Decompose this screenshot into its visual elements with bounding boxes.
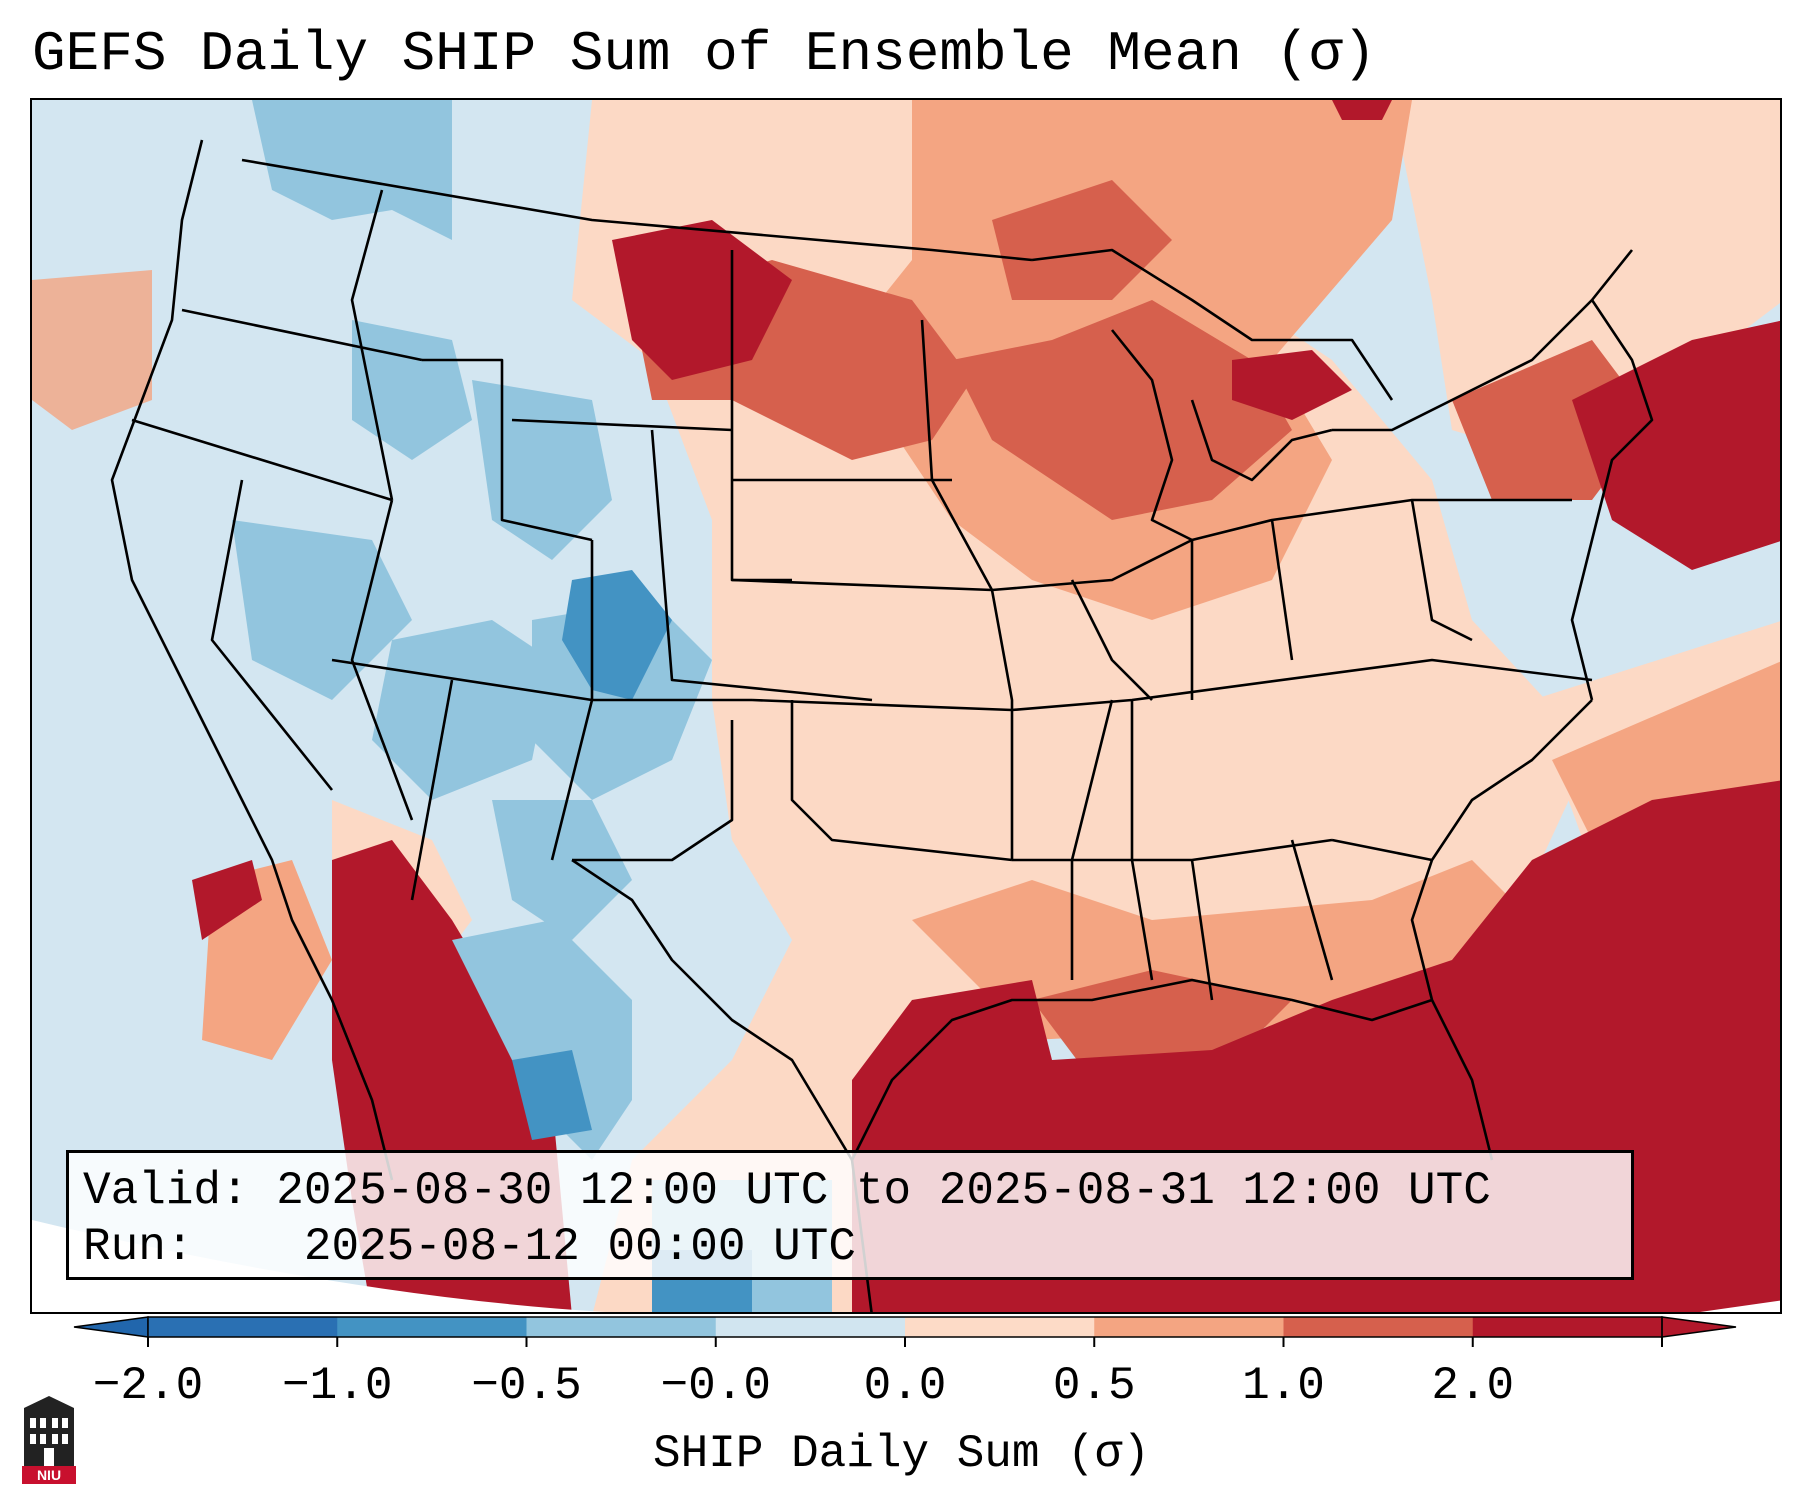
colorbar-tick-label: 2.0	[1431, 1360, 1515, 1412]
colorbar-extend-over	[1661, 1316, 1737, 1338]
colorbar-segment-5	[1094, 1317, 1284, 1337]
category-moderate-positive	[632, 180, 1652, 1080]
valid-label: Valid:	[83, 1165, 249, 1217]
colorbar-segment-2	[526, 1317, 717, 1337]
map-canvas	[32, 100, 1780, 1312]
map-panel	[30, 98, 1782, 1314]
colorbar-svg	[73, 1316, 1737, 1347]
niu-logo: NIU	[20, 1394, 78, 1484]
colorbar-tick-label: 0.5	[1052, 1360, 1136, 1412]
run-value: 2025-08-12 00:00 UTC	[303, 1221, 856, 1273]
colorbar-label: SHIP Daily Sum (σ)	[653, 1428, 1150, 1480]
colorbar-segment-3	[715, 1317, 906, 1337]
colorbar-extend-under	[73, 1316, 149, 1338]
colorbar-segment-0	[148, 1317, 338, 1337]
colorbar-segment-1	[337, 1317, 527, 1337]
colorbar-tick-label: −2.0	[92, 1360, 204, 1412]
colorbar-segment-6	[1283, 1317, 1474, 1337]
logo-text: NIU	[37, 1467, 61, 1483]
valid-value: 2025-08-30 12:00 UTC to 2025-08-31 12:00…	[276, 1165, 1491, 1217]
run-line: Run: 2025-08-12 00:00 UTC	[83, 1219, 1617, 1275]
colorbar-tick-label: 1.0	[1242, 1360, 1325, 1412]
validity-info-box: Valid: 2025-08-30 12:00 UTC to 2025-08-3…	[66, 1150, 1634, 1280]
university-building-icon: NIU	[22, 1396, 76, 1484]
colorbar	[0, 1315, 1803, 1435]
colorbar-segment-7	[1472, 1317, 1663, 1337]
projection-edge-left	[32, 1220, 606, 1312]
chart-title: GEFS Daily SHIP Sum of Ensemble Mean (σ)	[32, 22, 1377, 86]
colorbar-segment-4	[905, 1317, 1095, 1337]
colorbar-tick-label: −1.0	[282, 1360, 393, 1412]
projection-edge-right	[1700, 1300, 1780, 1312]
colorbar-tick-label: 0.0	[863, 1360, 947, 1412]
colorbar-tick-label: −0.0	[660, 1360, 771, 1412]
state-borders	[110, 139, 1654, 1312]
category-strong-negative	[512, 570, 752, 1312]
colorbar-tick-label: −0.5	[471, 1360, 582, 1412]
run-label: Run:	[83, 1221, 194, 1273]
valid-line: Valid: 2025-08-30 12:00 UTC to 2025-08-3…	[83, 1163, 1617, 1219]
